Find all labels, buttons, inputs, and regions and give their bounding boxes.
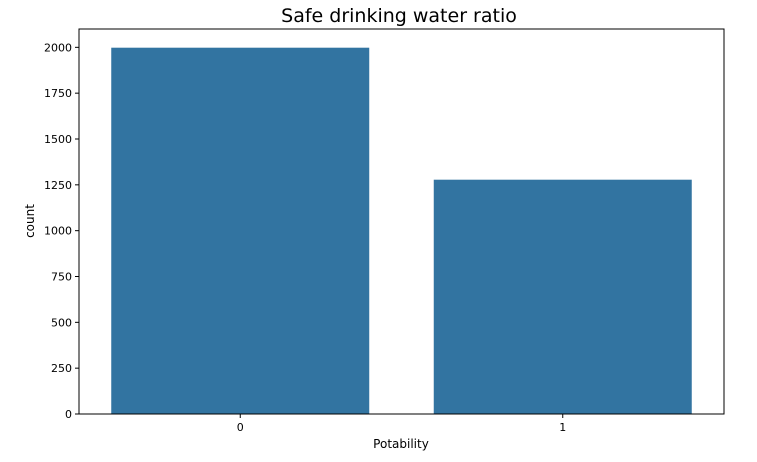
x-tick-label-0: 0 (237, 421, 244, 434)
y-tick-label-1000: 1000 (44, 225, 72, 238)
x-axis-label: Potability (373, 437, 429, 451)
y-tick-label-0: 0 (65, 408, 72, 421)
y-axis: 0 250 500 750 1000 1250 1500 1750 2000 (44, 41, 79, 421)
bar-0 (111, 47, 370, 414)
x-tick-label-1: 1 (559, 421, 566, 434)
y-tick-label-1250: 1250 (44, 179, 72, 192)
y-tick-label-500: 500 (51, 316, 72, 329)
y-tick-label-750: 750 (51, 271, 72, 284)
y-axis-label: count (23, 204, 37, 238)
chart-title: Safe drinking water ratio (281, 5, 517, 27)
bars-layer (111, 47, 692, 414)
plot-area-frame (78, 28, 725, 415)
bar-1 (433, 179, 692, 414)
y-tick-label-1750: 1750 (44, 87, 72, 100)
y-tick-label-250: 250 (51, 362, 72, 375)
y-tick-label-1500: 1500 (44, 133, 72, 146)
y-tick-label-2000: 2000 (44, 41, 72, 54)
